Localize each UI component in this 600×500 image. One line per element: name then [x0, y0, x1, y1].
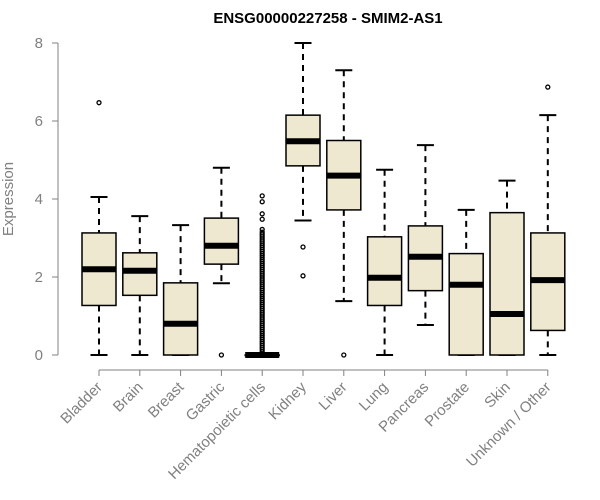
x-tick-label: Liver — [316, 379, 351, 414]
boxes — [81, 42, 566, 358]
y-tick-label: 2 — [35, 269, 43, 286]
outlier-point — [96, 100, 102, 106]
iqr-box — [366, 236, 403, 307]
iqr-box — [162, 282, 199, 356]
x-tick-label: Brain — [110, 379, 147, 416]
box-hematopoietic-cells — [244, 193, 280, 358]
outlier-point — [259, 211, 265, 217]
outlier-point — [259, 231, 265, 237]
box-pancreas — [407, 144, 444, 326]
outlier-point — [259, 226, 265, 233]
y-axis: 0 2 4 6 8 — [35, 35, 59, 364]
y-tick-label: 0 — [35, 347, 43, 364]
iqr-box — [448, 252, 484, 356]
box-liver — [326, 69, 362, 358]
outlier-point — [545, 84, 551, 90]
y-tick-label: 6 — [35, 113, 43, 130]
iqr-box — [489, 211, 525, 356]
outlier-point — [341, 352, 347, 358]
y-axis-label: Expression — [0, 162, 17, 236]
x-tick-label: Prostate — [421, 379, 473, 431]
chart-title: ENSG00000227258 - SMIM2-AS1 — [213, 10, 442, 27]
box-bladder — [81, 100, 117, 356]
outlier-point — [300, 244, 306, 250]
x-tick-label: Kidney — [265, 378, 310, 423]
box-lung — [366, 168, 403, 356]
box-skin — [489, 179, 525, 356]
x-tick-label: Lung — [356, 379, 392, 415]
outlier-point — [218, 352, 225, 358]
y-tick-label: 4 — [35, 191, 43, 208]
box-gastric — [203, 166, 240, 358]
x-tick-label: Skin — [481, 379, 514, 412]
box-brain — [122, 215, 158, 356]
iqr-box — [122, 252, 158, 297]
iqr-box — [203, 217, 240, 265]
x-tick-label: Breast — [145, 378, 188, 421]
outlier-point — [300, 273, 306, 279]
y-tick-label: 8 — [35, 35, 43, 52]
box-prostate — [448, 208, 484, 356]
x-tick-label: Bladder — [57, 379, 106, 428]
outlier-point — [259, 193, 265, 199]
box-unknown-other — [530, 84, 566, 356]
box-breast — [162, 224, 199, 356]
outlier-point — [259, 216, 265, 222]
outlier-point — [259, 229, 265, 235]
outlier-point — [259, 199, 265, 205]
box-kidney — [285, 42, 321, 279]
